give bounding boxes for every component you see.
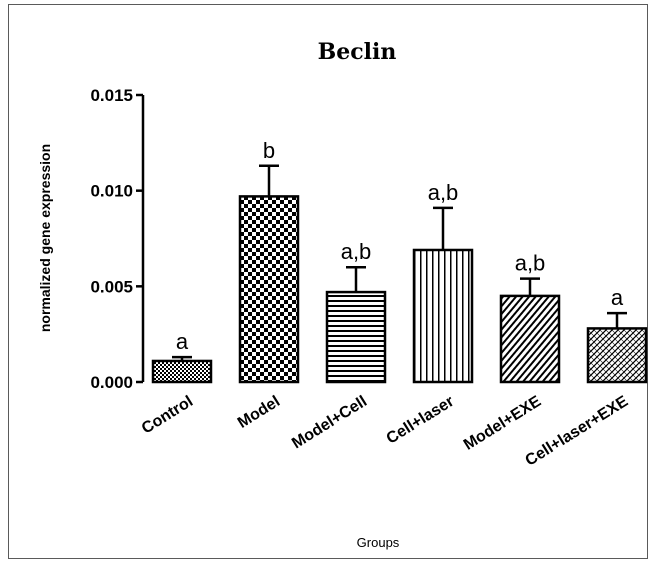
bar-cell-laser-exe [586,327,648,384]
significance-label: b [263,138,275,163]
x-tick-label: Model+Cell [289,393,370,452]
bars-group: a b a,b a,b a,b a [151,138,648,384]
y-axis: 0.000 0.005 0.010 0.015 [90,86,145,392]
significance-label: a [176,329,189,354]
x-tick-label: Model [235,393,283,432]
significance-label: a,b [341,239,372,264]
x-axis-label: Groups [357,535,400,550]
y-axis-label: normalized gene expression [37,144,53,332]
x-tick-label: Control [139,393,196,438]
bar-model [238,195,300,384]
x-tick-label: Cell+laser [384,393,458,448]
bar-control [151,359,213,384]
chart-title: Beclin [318,39,397,65]
chart-frame [8,4,648,559]
y-tick-label: 0.000 [90,373,133,392]
bar-cell-laser [412,248,474,384]
y-tick-label: 0.015 [90,86,133,105]
significance-label: a,b [515,251,546,276]
y-tick-label: 0.005 [90,277,133,296]
y-tick-label: 0.010 [90,182,133,201]
x-tick-labels: Control Model Model+Cell Cell+laser Model+EX… [139,393,632,470]
x-tick-label: Model+EXE [461,393,545,454]
bar-model-cell [325,290,387,384]
bar-model-exe [499,294,561,384]
significance-label: a,b [428,180,459,205]
significance-label: a [611,285,624,310]
